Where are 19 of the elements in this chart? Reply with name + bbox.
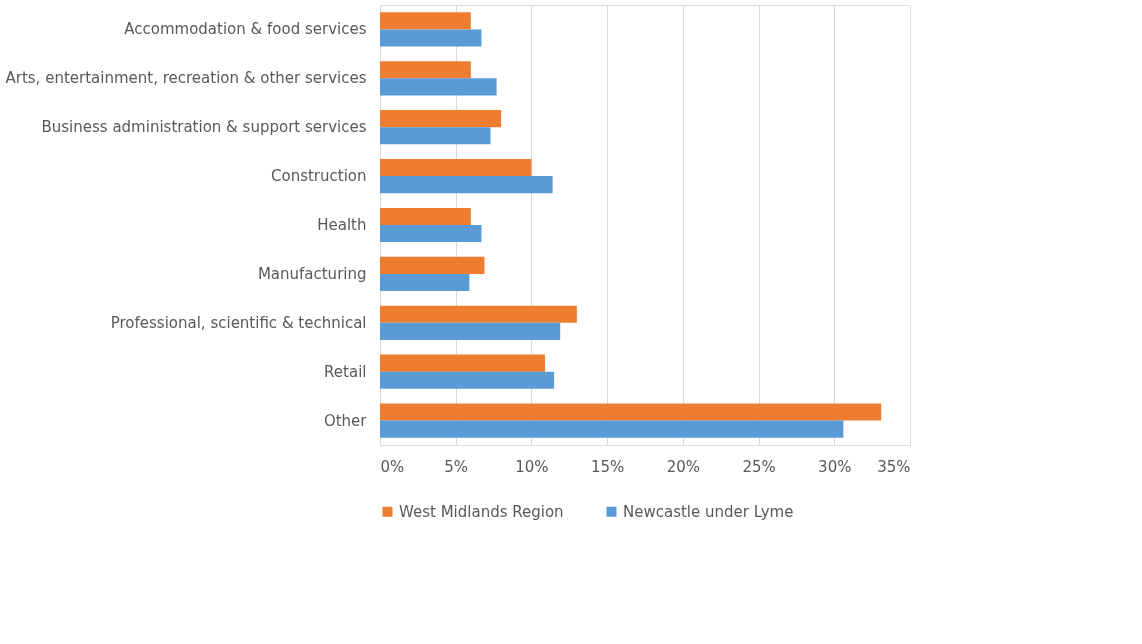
x-tick-label: 20% bbox=[666, 457, 701, 476]
y-tick-label: Arts, entertainment, recreation & other services bbox=[5, 69, 367, 88]
x-tick-label: 5% bbox=[444, 457, 469, 476]
x-tick-label: 10% bbox=[515, 457, 549, 476]
y-tick-label: Other bbox=[323, 411, 368, 430]
x-tick-label: 30% bbox=[818, 457, 852, 476]
y-tick-label: Health bbox=[317, 216, 367, 234]
y-tick-label: Manufacturing bbox=[257, 264, 367, 283]
x-tick-label: 25% bbox=[742, 457, 776, 476]
legend-label: West Midlands Region bbox=[399, 502, 564, 521]
x-tick-label: 15% bbox=[590, 457, 625, 476]
x-tick-label: 35% bbox=[877, 457, 911, 476]
y-tick-label: Construction bbox=[270, 167, 367, 186]
y-tick-label: Retail bbox=[324, 362, 367, 381]
x-tick-label: 0% bbox=[380, 457, 405, 476]
legend-label: Newcastle under Lyme bbox=[623, 502, 794, 521]
y-tick-label: Professional, scientific & technical bbox=[110, 313, 367, 332]
y-tick-label: Business administration & support services bbox=[41, 118, 367, 137]
y-tick-label: Accommodation & food services bbox=[124, 20, 367, 39]
